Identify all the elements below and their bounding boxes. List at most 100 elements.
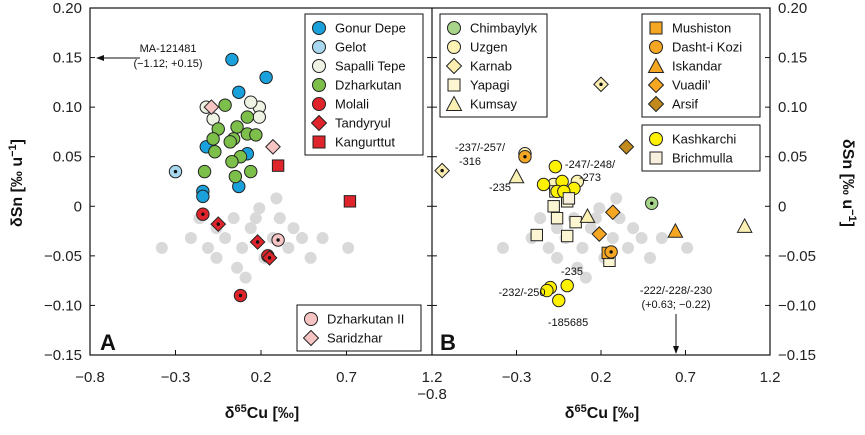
y-tick-label-left: 0.10 xyxy=(53,99,82,116)
legend-label-dzharkutan-ii: Dzharkutan II xyxy=(327,312,404,327)
point-sapalli-tepe xyxy=(252,110,266,124)
point-molali-dot xyxy=(238,293,243,298)
background-point xyxy=(155,241,168,254)
y-tick-label-right: −0.05 xyxy=(778,248,816,265)
point-karnab-dot xyxy=(599,82,603,87)
background-point xyxy=(249,212,262,225)
y-tick-label-left: −0.05 xyxy=(44,248,82,265)
point-yapagi xyxy=(530,228,543,242)
annotation-222-coords: (+0.63; −0.22) xyxy=(641,299,710,311)
arrow-head-b xyxy=(673,346,679,354)
background-point xyxy=(576,241,589,254)
point-dzharkutan xyxy=(218,98,232,112)
x-tick-label: −0.3 xyxy=(161,369,191,386)
legend-label-mushiston: Mushiston xyxy=(672,21,731,36)
point-yapagi xyxy=(569,215,582,229)
background-point xyxy=(270,192,283,205)
point-dzharkutan xyxy=(249,128,263,142)
background-point xyxy=(282,241,295,254)
point-karnab-dot xyxy=(440,168,444,173)
annotation-outlier-id: MA-121481 xyxy=(140,43,197,55)
point-tandyryul-dot xyxy=(255,240,260,244)
background-point xyxy=(606,232,619,245)
background-point xyxy=(534,212,547,225)
y-tick-label-right: 0.05 xyxy=(778,149,807,166)
point-dzharkutan xyxy=(240,110,255,124)
y-tick-label-left: 0.20 xyxy=(53,0,82,17)
background-point xyxy=(542,241,555,254)
legend-b-right: Mushiston Dasht-i Kozi Iskandar Vuadil’ Arsi… xyxy=(641,13,761,118)
point-dzharkutan xyxy=(225,154,239,169)
x-tick-label: 0.7 xyxy=(336,369,357,386)
legends: Gonur Depe Gelot Sapalli Tepe Dzharkutan Mol… xyxy=(296,13,761,352)
background-point xyxy=(342,241,355,254)
legend-marker-brichmulla xyxy=(649,151,663,165)
legend-a-bottom: Dzharkutan II Saridzhar xyxy=(296,304,422,352)
legend-marker-molali xyxy=(312,97,326,111)
background-point xyxy=(551,222,564,235)
point-dzharkutan xyxy=(228,169,243,184)
legend-marker-dasht-i-kozi xyxy=(649,40,663,54)
point-dzharkutan xyxy=(244,164,258,179)
background-point xyxy=(655,232,668,245)
point-sapalli-tepe xyxy=(244,95,258,109)
background-point xyxy=(681,241,694,254)
background-point xyxy=(244,222,257,235)
legend-marker-iskandar xyxy=(647,57,665,73)
background-point xyxy=(296,232,309,245)
y-axis-title-right: δSn [‰ u−1] xyxy=(839,139,858,227)
legend-marker-gonur-depe xyxy=(312,21,326,35)
point-gelot-dot xyxy=(173,169,178,174)
legend-b-left: Chimbaylyk Uzgen Karnab Yapagi Kumsay xyxy=(439,13,548,118)
y-tick-label-right: 0 xyxy=(778,198,786,215)
background-point xyxy=(210,251,223,264)
legend-marker-arsif xyxy=(647,95,665,113)
legend-label-dasht-i-kozi: Dasht-i Kozi xyxy=(672,40,742,55)
panel-a xyxy=(155,52,357,303)
point-dzharkutan xyxy=(223,135,237,149)
annotation-185685: -185685 xyxy=(548,317,588,329)
legend-marker-kumsay xyxy=(445,95,463,111)
point-molali-dot xyxy=(201,212,205,216)
background-point xyxy=(273,212,286,225)
background-point xyxy=(253,202,266,215)
legend-marker-kashkarchi xyxy=(649,132,663,146)
point-saridzhar xyxy=(265,138,281,155)
legend-marker-yapagi xyxy=(447,78,461,92)
legend-label-vuadil: Vuadil’ xyxy=(672,78,711,93)
legend-label-kangurttut: Kangurttut xyxy=(335,135,395,150)
background-point xyxy=(579,271,592,284)
background-point xyxy=(627,222,640,235)
point-vuadil xyxy=(591,226,608,242)
point-yapagi xyxy=(550,211,564,225)
y-tick-label-left: 0.05 xyxy=(53,149,82,166)
annotation-237: -237/-257/ xyxy=(455,142,506,154)
annotation-232: -232/-250 xyxy=(498,287,545,299)
x-tick-label: −0.8 xyxy=(75,369,105,386)
legend-label-iskandar: Iskandar xyxy=(672,59,723,74)
y-tick-label-right: −0.10 xyxy=(778,297,816,314)
legend-marker-tandyryul xyxy=(310,114,328,132)
panel-b-letter: B xyxy=(440,330,456,355)
point-tandyryul-dot xyxy=(267,256,272,260)
legend-label-molali: Molali xyxy=(335,97,369,112)
point-chimbaylyk-dot xyxy=(650,201,654,206)
background-point xyxy=(635,232,648,245)
point-kashkarchi xyxy=(560,278,574,293)
legend-label-kashkarchi: Kashkarchi xyxy=(672,132,736,147)
background-point xyxy=(571,261,584,274)
legend-marker-dzharkutan xyxy=(312,78,326,92)
legend-label-saridzhar: Saridzhar xyxy=(327,331,383,346)
point-kumsay xyxy=(579,207,596,223)
point-gonur-depe xyxy=(232,85,246,99)
legend-marker-chimbaylyk xyxy=(447,21,461,35)
background-point xyxy=(551,251,564,264)
background-point xyxy=(219,232,232,245)
y-tick-label-left: 0 xyxy=(74,198,82,215)
panel-b xyxy=(434,76,753,308)
background-point xyxy=(644,251,657,264)
legend-label-uzgen: Uzgen xyxy=(470,40,508,55)
point-kangurttut xyxy=(343,195,357,208)
annotation-222: -222/-228/-230 xyxy=(640,285,712,297)
